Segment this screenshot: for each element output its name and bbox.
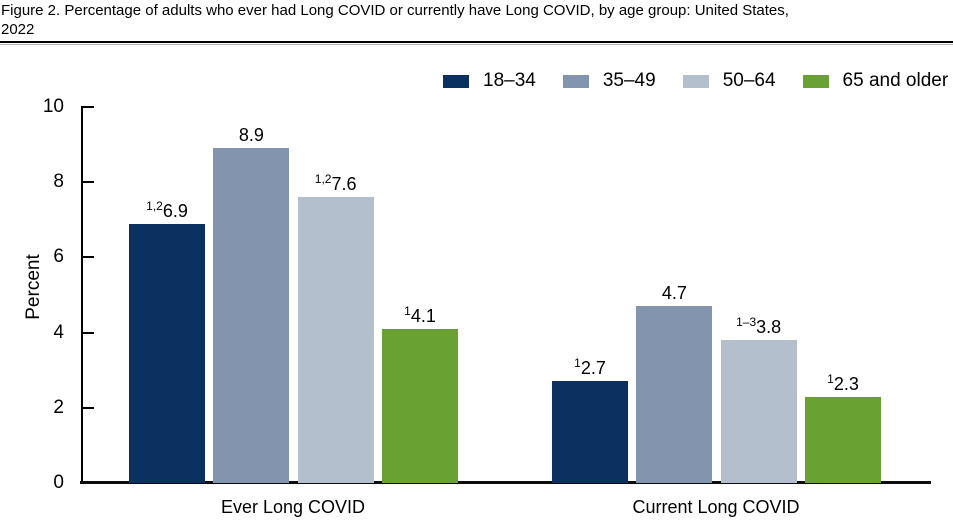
- bar: [636, 306, 713, 483]
- footnote-marker: 1–3: [736, 315, 757, 330]
- legend-swatch: [562, 74, 589, 88]
- y-axis-tick: [83, 181, 94, 184]
- footnote-marker: 1,2: [146, 198, 163, 213]
- y-axis-tick-label: 8: [53, 171, 64, 193]
- footnote-marker: 1: [574, 356, 581, 371]
- legend-item: 35–49: [562, 70, 656, 92]
- figure-title-line-2: 2022: [1, 21, 35, 38]
- bar-value-label: 14.1: [404, 303, 436, 326]
- y-axis-tick: [83, 256, 94, 259]
- y-axis-tick-label: 4: [53, 321, 64, 343]
- bar-value-label: 12.3: [827, 371, 859, 394]
- bar: [213, 148, 290, 483]
- bar-value-label: 1,27.6: [314, 172, 357, 195]
- legend-item: 65 and older: [802, 70, 949, 92]
- x-category-label: Current Long COVID: [632, 497, 800, 517]
- bar: [720, 340, 797, 483]
- y-axis-tick-label: 2: [53, 396, 64, 418]
- bar: [381, 328, 458, 483]
- y-axis-tick: [83, 106, 94, 108]
- bar-value-label: 8.9: [238, 125, 264, 146]
- legend-label: 65 and older: [842, 70, 949, 91]
- footnote-marker: 1: [404, 303, 411, 318]
- legend-swatch: [443, 74, 469, 88]
- bar: [297, 197, 374, 483]
- footnote-marker: 1,2: [314, 172, 332, 187]
- y-axis-tick-label: 10: [42, 96, 64, 117]
- title-divider-shadow-line: [0, 44, 953, 45]
- figure-title: Figure 2. Percentage of adults who ever …: [1, 1, 951, 39]
- y-axis-tick: [83, 406, 94, 409]
- footnote-marker: 1: [827, 371, 834, 386]
- legend: 18–34 35–49 50–64 65 and older: [443, 69, 948, 93]
- y-axis-line: [81, 106, 83, 484]
- bar: [129, 223, 205, 483]
- bar: [552, 381, 628, 483]
- y-axis-tick-label: 0: [53, 472, 64, 493]
- bar-value-label: 12.7: [574, 356, 606, 379]
- legend-swatch: [682, 74, 709, 88]
- legend-label: 35–49: [602, 70, 656, 91]
- legend-label: 18–34: [483, 70, 536, 91]
- bar-value-label: 4.7: [661, 283, 687, 304]
- legend-item: 50–64: [682, 70, 776, 92]
- legend-item: 18–34: [443, 70, 536, 92]
- x-category-label: Ever Long COVID: [220, 497, 366, 517]
- title-divider-line: [0, 41, 953, 43]
- y-axis-tick: [83, 331, 94, 334]
- x-axis-line: [80, 481, 931, 484]
- legend-label: 50–64: [722, 70, 776, 91]
- legend-swatch: [802, 74, 829, 88]
- bar-value-label: 1,26.9: [146, 198, 188, 221]
- bar-value-label: 1–33.8: [736, 315, 782, 338]
- y-axis-tick-label: 6: [53, 246, 64, 268]
- figure-title-line-1: Figure 2. Percentage of adults who ever …: [1, 2, 789, 19]
- bar: [804, 396, 881, 483]
